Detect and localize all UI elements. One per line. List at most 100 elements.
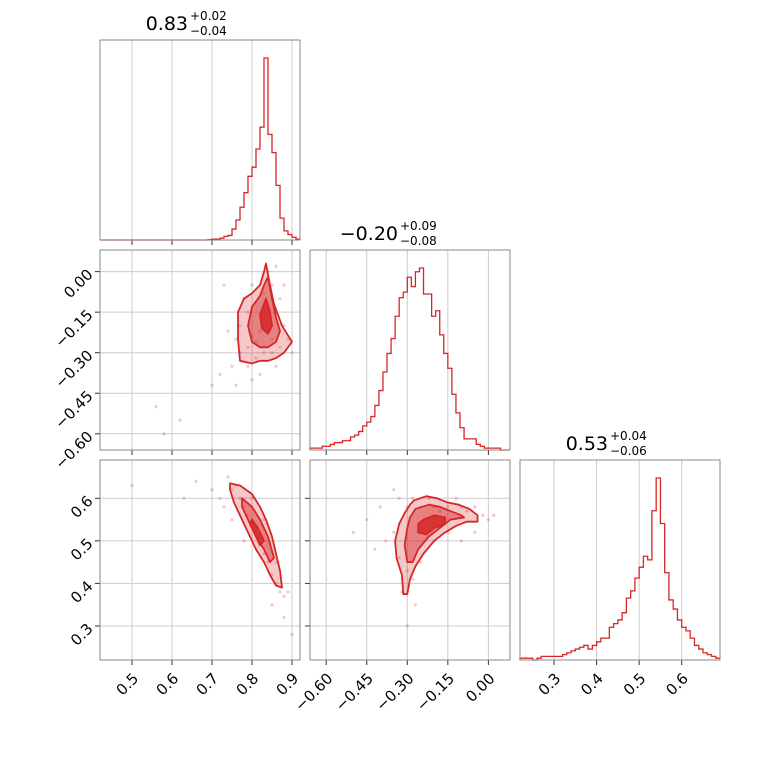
sample-point	[378, 505, 382, 509]
title-upper-error: +0.04	[610, 429, 647, 443]
x-tick-label: −0.15	[413, 670, 458, 715]
title-lower-error: −0.08	[400, 234, 437, 248]
density-contour	[403, 503, 465, 564]
x-tick-label: 0.5	[113, 670, 143, 700]
panel-1-1	[309, 249, 511, 455]
sample-point	[262, 291, 266, 295]
sample-point	[373, 547, 377, 551]
panel-2-1	[305, 459, 511, 665]
sample-point	[473, 505, 477, 509]
sample-point	[242, 539, 246, 543]
sample-point	[234, 383, 238, 387]
x-tick-label: −0.60	[291, 670, 336, 715]
sample-point	[270, 351, 274, 355]
title-value: 0.53	[566, 433, 608, 455]
sample-point	[246, 364, 250, 368]
panel-title: −0.20 +0.09−0.08	[340, 219, 437, 248]
panel-background	[310, 460, 510, 660]
sample-point	[411, 496, 415, 500]
density-contour	[249, 518, 265, 547]
sample-point	[270, 337, 274, 341]
x-tick-label: −0.45	[332, 670, 377, 715]
sample-point	[230, 364, 234, 368]
sample-point	[162, 432, 166, 436]
panel-background	[100, 460, 300, 660]
x-tick-label: 0.5	[620, 670, 650, 700]
sample-point	[278, 345, 282, 349]
histogram-line	[519, 477, 720, 661]
sample-point	[282, 615, 286, 620]
title-lower-error: −0.06	[610, 444, 647, 458]
title-upper-error: +0.02	[190, 9, 227, 23]
sample-point	[218, 372, 222, 376]
sample-point	[274, 364, 278, 368]
y-tick-label: 0.00	[60, 265, 96, 301]
x-tick-label: 0.8	[233, 670, 263, 700]
sample-point	[278, 590, 282, 594]
title-value: 0.83	[146, 13, 188, 35]
sample-point	[397, 496, 401, 500]
x-tick-label: −0.30	[372, 670, 417, 715]
sample-point	[481, 513, 485, 517]
y-tick-label: 0.3	[67, 620, 97, 650]
sample-point	[230, 517, 234, 522]
sample-point	[438, 509, 442, 513]
sample-point	[282, 283, 286, 287]
sample-point	[405, 624, 409, 628]
panel-background	[310, 250, 510, 450]
sample-point	[194, 479, 198, 483]
sample-point	[411, 577, 415, 581]
panel-frame	[99, 39, 301, 241]
panel-1-0	[95, 249, 301, 455]
x-tick-label: 0.7	[193, 670, 223, 700]
title-lower-error: −0.04	[190, 24, 227, 38]
density-contour	[394, 495, 479, 595]
panel-frame	[519, 459, 721, 661]
sample-point	[254, 340, 258, 344]
sample-point	[226, 475, 230, 479]
sample-point	[230, 488, 234, 492]
sample-point	[218, 496, 222, 500]
sample-point	[130, 483, 134, 488]
panel-background	[100, 250, 300, 450]
sample-point	[246, 310, 250, 314]
sample-point	[459, 539, 463, 543]
sample-point	[278, 297, 282, 301]
panel-title: 0.83 +0.02−0.04	[146, 9, 227, 38]
sample-point	[246, 345, 250, 349]
title-upper-error: +0.09	[400, 219, 437, 233]
density-contour	[417, 514, 447, 536]
panel-2-0	[95, 459, 301, 665]
sample-point	[182, 496, 186, 500]
sample-point	[351, 530, 355, 534]
sample-point	[222, 283, 226, 287]
y-tick-label: −0.30	[51, 347, 96, 392]
histogram-line	[309, 267, 509, 451]
sample-point	[226, 329, 230, 333]
x-tick-label: 0.3	[535, 670, 565, 700]
sample-point	[258, 372, 262, 376]
sample-point	[486, 517, 490, 522]
sample-point	[413, 603, 418, 607]
sample-point	[419, 560, 423, 564]
panel-0-0	[99, 39, 301, 245]
sample-point	[254, 356, 258, 360]
sample-point	[262, 351, 266, 355]
sample-point	[250, 496, 254, 500]
y-tick-label: −0.45	[51, 387, 96, 432]
panel-title: 0.53 +0.04−0.06	[566, 429, 647, 458]
sample-point	[274, 560, 278, 564]
sample-point	[392, 530, 396, 534]
sample-point	[405, 569, 409, 573]
sample-point	[446, 505, 450, 509]
sample-point	[465, 509, 469, 513]
sample-point	[365, 517, 369, 522]
panel-2-2	[519, 459, 721, 665]
y-tick-label: 0.5	[67, 535, 97, 565]
y-tick-label: 0.4	[67, 577, 97, 607]
sample-point	[397, 556, 401, 560]
x-tick-label: 0.4	[577, 670, 607, 700]
sample-point	[210, 488, 214, 492]
panel-frame	[309, 459, 511, 661]
